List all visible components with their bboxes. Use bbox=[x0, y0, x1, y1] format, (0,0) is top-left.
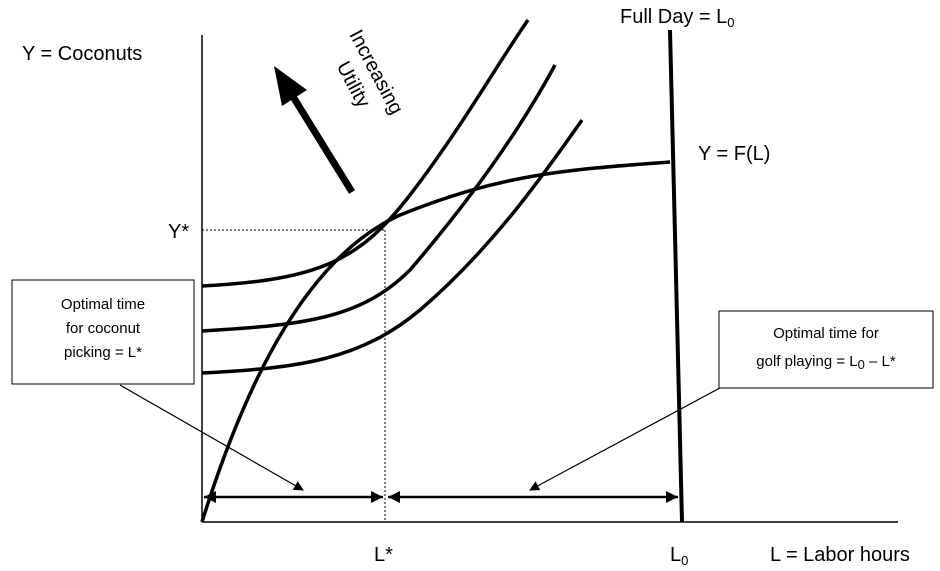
left-box-pointer bbox=[119, 384, 304, 491]
production-function-curve bbox=[200, 160, 671, 523]
left-box-line3: picking = L* bbox=[64, 344, 142, 361]
full-day-label: Full Day = L0 bbox=[620, 6, 735, 30]
right-box-line2-post: – L* bbox=[865, 353, 896, 370]
full-day-label-sub: 0 bbox=[727, 15, 734, 30]
production-function-label: Y = F(L) bbox=[698, 143, 770, 165]
right-box-line2: golf playing = L0 – L* bbox=[756, 353, 896, 372]
left-box-line2: for coconut bbox=[66, 320, 141, 337]
left-callout-box bbox=[11, 279, 195, 385]
indifference-curve-high bbox=[201, 18, 530, 288]
right-callout-box bbox=[718, 310, 934, 389]
l0-label: L0 bbox=[670, 544, 688, 568]
increasing-utility-arrowhead bbox=[274, 66, 307, 106]
increasing-utility-label: Increasing Utility bbox=[332, 26, 407, 118]
indifference-curve-low bbox=[201, 118, 584, 375]
right-box-line1: Optimal time for bbox=[773, 325, 879, 342]
y-axis-label: Y = Coconuts bbox=[22, 43, 142, 65]
left-box-line1: Optimal time bbox=[61, 296, 145, 313]
coconut-time-arrow-left-head bbox=[204, 491, 216, 503]
indifference-curve-mid bbox=[201, 64, 557, 333]
golf-time-arrow-left-head bbox=[388, 491, 400, 503]
golf-time-arrow-right-head bbox=[666, 491, 678, 503]
coconut-time-arrow-right-head bbox=[371, 491, 383, 503]
x-axis-label: L = Labor hours bbox=[770, 544, 910, 566]
right-box-line2-sub: 0 bbox=[858, 357, 865, 372]
l0-label-main: L bbox=[670, 544, 681, 566]
full-day-label-main: Full Day = L bbox=[620, 6, 727, 28]
full-day-line bbox=[668, 29, 684, 523]
l0-label-sub: 0 bbox=[681, 553, 688, 568]
increasing-utility-arrow bbox=[289, 93, 355, 194]
l-star-label: L* bbox=[374, 544, 393, 566]
y-star-label: Y* bbox=[168, 221, 189, 243]
right-box-line2-pre: golf playing = L bbox=[756, 353, 857, 370]
